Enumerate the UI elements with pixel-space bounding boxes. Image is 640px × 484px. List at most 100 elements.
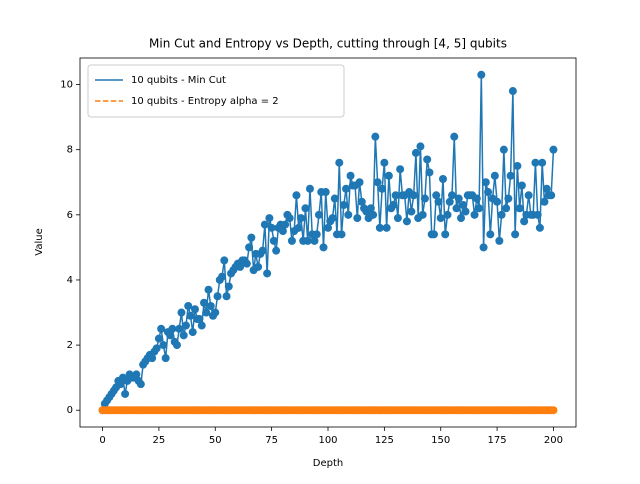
marker [242, 259, 251, 268]
x-tick-label: 0 [99, 435, 105, 446]
marker [303, 236, 312, 245]
marker [549, 145, 558, 154]
marker [184, 302, 193, 311]
marker [181, 321, 190, 330]
marker [375, 223, 384, 232]
marker [172, 341, 181, 350]
marker [420, 194, 429, 203]
x-tick-label: 175 [488, 435, 507, 446]
chart-title: Min Cut and Entropy vs Depth, cutting th… [149, 37, 507, 51]
marker [499, 145, 508, 154]
marker [504, 194, 513, 203]
marker [371, 132, 380, 141]
x-tick-label: 75 [265, 435, 278, 446]
marker [159, 341, 168, 350]
marker [445, 197, 454, 206]
marker [116, 380, 125, 389]
marker [218, 272, 227, 281]
marker [436, 214, 445, 223]
marker [161, 354, 170, 363]
marker [305, 184, 314, 193]
marker [224, 282, 233, 291]
marker [190, 305, 199, 314]
marker [222, 292, 231, 301]
marker [384, 171, 393, 180]
marker [535, 223, 544, 232]
marker [441, 230, 450, 239]
marker [443, 210, 452, 219]
marker [179, 331, 188, 340]
marker [448, 191, 456, 200]
plot-frame [79, 57, 577, 428]
marker [517, 181, 526, 190]
series [98, 70, 558, 415]
marker [278, 227, 287, 236]
marker [459, 201, 468, 210]
marker [369, 210, 378, 219]
marker [411, 148, 420, 157]
marker [324, 223, 332, 232]
marker [452, 204, 461, 213]
marker [166, 331, 175, 340]
marker [475, 204, 484, 213]
legend-label: 10 qubits - Entropy alpha = 2 [131, 96, 279, 107]
marker [508, 87, 517, 96]
y-axis-label: Value [34, 228, 45, 255]
marker [540, 197, 549, 206]
marker [202, 308, 211, 317]
marker [531, 158, 540, 167]
marker [152, 344, 161, 353]
marker [157, 324, 166, 333]
marker [484, 188, 493, 197]
marker [495, 236, 504, 245]
marker [247, 233, 256, 242]
series [98, 406, 558, 415]
marker [281, 220, 290, 229]
marker [389, 201, 398, 210]
marker [461, 207, 470, 216]
marker [432, 191, 441, 200]
marker [294, 223, 303, 232]
marker [269, 236, 278, 245]
marker [380, 158, 389, 167]
marker [538, 158, 547, 167]
marker [457, 214, 466, 223]
marker [220, 256, 229, 265]
marker [292, 191, 301, 200]
marker [204, 285, 213, 294]
marker [314, 210, 323, 219]
marker [213, 292, 222, 301]
x-tick-label: 125 [375, 435, 394, 446]
marker [328, 214, 337, 223]
marker [486, 230, 495, 239]
marker [382, 223, 391, 232]
marker [148, 354, 157, 363]
marker [260, 220, 269, 229]
marker [454, 194, 463, 203]
marker [285, 214, 294, 223]
marker [470, 210, 479, 219]
marker [312, 230, 321, 239]
marker [355, 178, 364, 187]
marker [479, 243, 488, 252]
marker [402, 217, 411, 226]
marker [339, 201, 348, 210]
marker [378, 184, 387, 193]
x-axis-label: Depth [313, 458, 343, 469]
marker [549, 406, 558, 415]
marker [346, 171, 355, 180]
marker [200, 298, 208, 307]
marker [211, 308, 220, 317]
marker [416, 142, 425, 151]
marker [423, 155, 432, 164]
marker [245, 243, 254, 252]
marker [353, 214, 362, 223]
marker [258, 246, 267, 255]
marker [267, 223, 276, 232]
marker [197, 321, 206, 330]
marker [409, 191, 418, 200]
marker [337, 230, 346, 239]
marker [357, 197, 366, 206]
marker [195, 315, 204, 324]
marker [310, 236, 319, 245]
